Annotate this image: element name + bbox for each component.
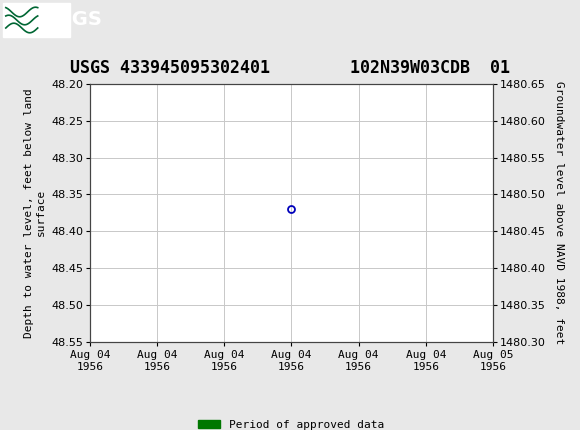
Bar bbox=[3, 3, 70, 37]
Y-axis label: Depth to water level, feet below land
surface: Depth to water level, feet below land su… bbox=[24, 88, 45, 338]
Text: USGS: USGS bbox=[42, 10, 102, 30]
Y-axis label: Groundwater level above NAVD 1988, feet: Groundwater level above NAVD 1988, feet bbox=[554, 81, 564, 344]
Legend: Period of approved data: Period of approved data bbox=[194, 415, 389, 430]
Text: USGS 433945095302401        102N39W03CDB  01: USGS 433945095302401 102N39W03CDB 01 bbox=[70, 59, 510, 77]
